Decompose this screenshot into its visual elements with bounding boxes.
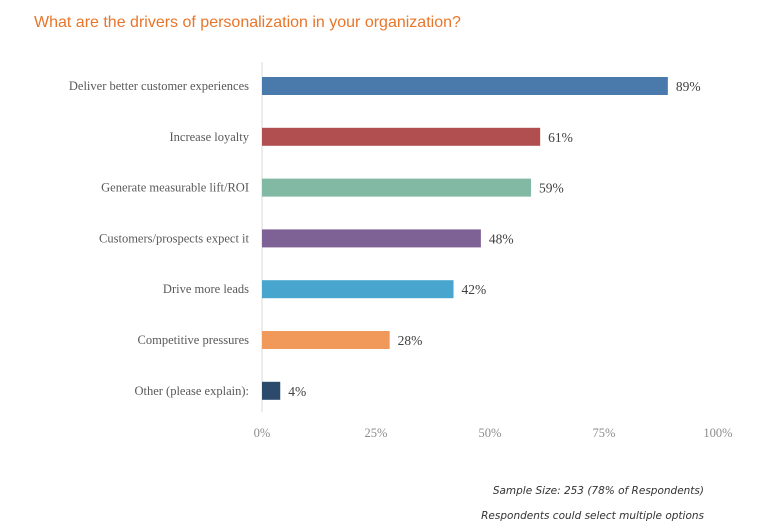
multiple-options-note: Respondents could select multiple option… (481, 510, 704, 522)
sample-size-note: Sample Size: 253 (78% of Respondents) (492, 485, 704, 497)
data-label: 4% (288, 384, 306, 399)
bar (262, 280, 454, 299)
x-tick-label: 0% (254, 426, 271, 440)
category-label: Generate measurable lift/ROI (101, 181, 249, 195)
data-label: 28% (398, 333, 423, 348)
data-label: 89% (676, 79, 701, 94)
x-tick-label: 75% (593, 426, 616, 440)
bar (262, 381, 281, 400)
bar (262, 127, 541, 146)
category-label: Deliver better customer experiences (69, 79, 249, 93)
category-label: Competitive pressures (138, 333, 250, 347)
category-label: Drive more leads (163, 282, 249, 296)
category-label: Customers/prospects expect it (99, 231, 249, 245)
bar (262, 178, 532, 197)
data-label: 61% (548, 130, 573, 145)
x-tick-label: 50% (479, 426, 502, 440)
data-label: 42% (462, 282, 487, 297)
category-label: Other (please explain): (134, 384, 249, 398)
x-tick-label: 25% (365, 426, 388, 440)
data-label: 48% (489, 231, 514, 246)
data-label: 59% (539, 181, 564, 196)
bar (262, 77, 668, 95)
category-label: Increase loyalty (170, 130, 250, 144)
chart-title: What are the drivers of personalization … (34, 14, 461, 31)
bar (262, 331, 390, 349)
x-tick-label: 100% (703, 426, 732, 440)
bar (262, 229, 481, 248)
